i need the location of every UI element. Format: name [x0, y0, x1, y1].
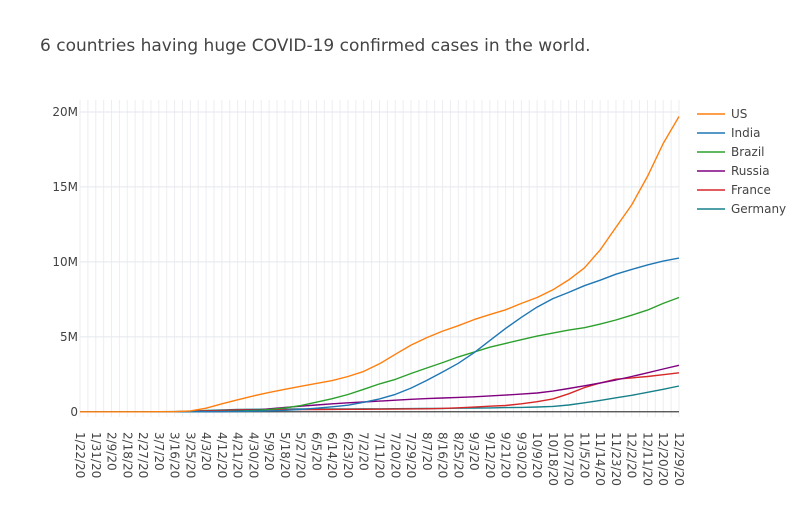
x-tick-label: 9/12/20: [483, 432, 497, 478]
legend-label: Russia: [731, 164, 770, 178]
x-tick-label: 9/3/20: [467, 432, 481, 471]
x-tick-label: 6/5/20: [309, 432, 323, 471]
y-tick-label: 0: [70, 405, 78, 419]
x-tick-label: 8/7/20: [420, 432, 434, 471]
x-tick-label: 12/29/20: [672, 432, 686, 486]
legend-label: Brazil: [731, 145, 765, 159]
x-tick-label: 1/22/20: [73, 432, 87, 478]
x-tick-label: 5/27/20: [294, 432, 308, 478]
x-tick-label: 7/11/20: [373, 432, 387, 478]
x-tick-label: 2/18/20: [120, 432, 134, 478]
x-tick-label: 3/25/20: [183, 432, 197, 478]
x-tick-label: 3/16/20: [168, 432, 182, 478]
x-tick-label: 12/2/20: [625, 432, 639, 478]
x-tick-label: 2/27/20: [136, 432, 150, 478]
legend-item-india[interactable]: India: [697, 126, 760, 140]
x-tick-label: 10/9/20: [530, 432, 544, 478]
series-lines: [80, 116, 680, 413]
x-tick-label: 7/20/20: [388, 432, 402, 478]
x-tick-label: 7/29/20: [404, 432, 418, 478]
x-tick-label: 11/14/20: [593, 432, 607, 486]
x-tick-label: 8/25/20: [451, 432, 465, 478]
x-tick-label: 4/12/20: [215, 432, 229, 478]
x-tick-label: 3/7/20: [152, 432, 166, 471]
legend-item-france[interactable]: France: [697, 183, 771, 197]
y-tick-label: 10M: [52, 255, 78, 269]
x-tick-label: 6/14/20: [325, 432, 339, 478]
x-tick-label: 4/30/20: [246, 432, 260, 478]
legend-item-brazil[interactable]: Brazil: [697, 145, 765, 159]
x-axis-ticks: 1/22/20 1/31/20 2/9/20 2/18/20 2/27/20 3/7/20…: [73, 432, 686, 486]
y-tick-label: 5M: [60, 330, 78, 344]
grid: [79, 100, 680, 417]
x-tick-label: 10/18/20: [546, 432, 560, 486]
legend-label: Germany: [731, 202, 786, 216]
legend-label: US: [731, 107, 747, 121]
x-tick-label: 11/23/20: [609, 432, 623, 486]
legend-label: India: [731, 126, 760, 140]
y-tick-label: 15M: [52, 180, 78, 194]
chart-title: 6 countries having huge COVID-19 confirm…: [40, 36, 591, 56]
x-tick-label: 5/9/20: [262, 432, 276, 471]
y-tick-label: 20M: [52, 105, 78, 119]
x-tick-label: 8/16/20: [436, 432, 450, 478]
x-tick-label: 9/21/20: [499, 432, 513, 478]
x-tick-label: 6/23/20: [341, 432, 355, 478]
x-tick-label: 4/3/20: [199, 432, 213, 471]
legend-item-germany[interactable]: Germany: [697, 202, 786, 216]
x-tick-label: 7/2/20: [357, 432, 371, 471]
y-axis-ticks: 0 5M 10M 15M 20M: [52, 105, 78, 419]
x-tick-label: 5/18/20: [278, 432, 292, 478]
legend-item-russia[interactable]: Russia: [697, 164, 770, 178]
legend-label: France: [731, 183, 771, 197]
x-tick-label: 12/20/20: [656, 432, 670, 486]
series-line-us: [80, 116, 680, 413]
x-tick-label: 9/30/20: [514, 432, 528, 478]
x-tick-label: 12/11/20: [640, 432, 654, 486]
x-tick-label: 1/31/20: [89, 432, 103, 478]
x-tick-label: 2/9/20: [105, 432, 119, 471]
x-tick-label: 11/5/20: [577, 432, 591, 478]
x-tick-label: 10/27/20: [562, 432, 576, 486]
x-tick-label: 4/21/20: [231, 432, 245, 478]
legend-item-us[interactable]: US: [697, 107, 747, 121]
legend[interactable]: US India Brazil Russia France Germany: [697, 107, 786, 216]
